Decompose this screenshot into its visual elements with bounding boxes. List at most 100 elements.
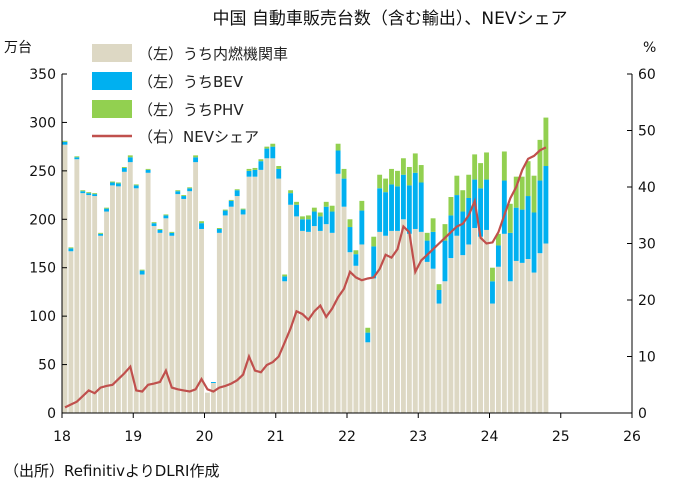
left-tick-label: 50: [38, 358, 56, 374]
bar-phv: [127, 155, 133, 158]
bar-phv: [377, 174, 383, 189]
legend-label-nev: （右）NEVシェア: [138, 128, 259, 146]
bar-ice: [127, 162, 133, 413]
bar-bev: [139, 270, 145, 275]
bar-phv: [222, 209, 228, 211]
legend-swatch-phv: [92, 100, 132, 118]
bar-bev: [258, 161, 264, 170]
bar-bev: [276, 168, 282, 179]
bar-bev: [371, 246, 377, 279]
bar-phv: [466, 174, 472, 198]
bar-bev: [121, 167, 127, 172]
bar-phv: [252, 167, 258, 170]
bar-bev: [412, 172, 418, 229]
left-tick-label: 150: [29, 261, 56, 277]
x-tick-label: 23: [409, 429, 427, 445]
bar-bev: [323, 206, 329, 225]
bar-phv: [442, 224, 448, 241]
bar-bev: [240, 209, 246, 215]
x-tick-label: 22: [338, 429, 356, 445]
bar-ice: [246, 176, 252, 413]
bar-ice: [210, 382, 216, 413]
bar-phv: [300, 216, 305, 220]
bar-phv: [406, 166, 412, 186]
bar-ice: [240, 214, 246, 413]
bar-ice: [115, 186, 121, 413]
bar-ice: [62, 144, 68, 413]
bar-phv: [115, 182, 121, 184]
bar-ice: [98, 235, 104, 413]
bar-phv: [365, 327, 371, 333]
x-tick-label: 24: [481, 429, 499, 445]
bar-phv: [110, 181, 115, 183]
bar-ice: [187, 191, 193, 413]
bar-phv: [157, 228, 163, 230]
bar-phv: [86, 192, 92, 194]
bar-bev: [151, 223, 157, 227]
bar-phv: [460, 190, 466, 212]
bar-bev: [175, 191, 181, 195]
bar-bev: [525, 196, 531, 259]
bar-bev: [353, 254, 359, 266]
bar-phv: [163, 214, 169, 216]
bar-phv: [478, 163, 484, 189]
bar-phv: [454, 175, 460, 196]
bars-group: [62, 117, 549, 413]
right-tick-label: 20: [638, 293, 656, 309]
bar-ice: [74, 159, 80, 413]
bar-phv: [98, 232, 104, 234]
bar-bev: [110, 182, 115, 186]
bar-phv: [270, 143, 276, 147]
bar-bev: [157, 229, 163, 233]
bar-ice: [507, 281, 513, 413]
bar-ice: [252, 176, 258, 413]
bar-bev: [288, 193, 294, 205]
bar-bev: [442, 240, 448, 282]
right-tick-label: 60: [638, 67, 656, 83]
bar-ice: [181, 198, 187, 413]
bar-phv: [240, 208, 246, 210]
bar-ice: [478, 236, 484, 413]
x-tick-label: 19: [124, 429, 142, 445]
bar-ice: [347, 252, 353, 413]
bar-phv: [145, 168, 151, 170]
bar-ice: [371, 278, 377, 413]
bar-ice: [121, 171, 127, 413]
left-tick-label: 0: [47, 406, 56, 422]
bar-bev: [98, 233, 104, 236]
chart-title: 中国 自動車販売台数（含む輸出）、NEVシェア: [213, 9, 568, 29]
bar-bev: [531, 212, 537, 273]
bar-phv: [400, 158, 406, 175]
bar-bev: [270, 146, 276, 159]
bar-ice: [264, 158, 270, 413]
bar-phv: [121, 166, 127, 168]
bar-bev: [519, 209, 525, 263]
left-tick-label: 300: [29, 115, 56, 131]
bar-bev: [74, 157, 80, 160]
bar-phv: [501, 151, 507, 181]
bar-phv: [234, 189, 240, 191]
bar-ice: [495, 266, 501, 413]
bar-bev: [68, 248, 74, 252]
bar-bev: [490, 281, 495, 304]
bar-ice: [163, 218, 169, 413]
bar-bev: [210, 382, 216, 383]
right-tick-label: 50: [638, 124, 656, 140]
source-note: （出所）RefinitivよりDLRI作成: [4, 462, 219, 480]
bar-bev: [62, 141, 68, 145]
bar-phv: [264, 146, 270, 149]
bar-bev: [359, 210, 365, 245]
bar-ice: [317, 230, 323, 413]
bar-bev: [507, 232, 513, 282]
bar-bev: [424, 240, 430, 262]
x-tick-label: 20: [196, 429, 214, 445]
bar-ice: [543, 243, 549, 413]
bar-bev: [365, 332, 371, 343]
bar-bev: [383, 192, 389, 236]
bar-ice: [335, 173, 341, 413]
bar-ice: [389, 230, 394, 413]
bar-bev: [104, 208, 109, 212]
bar-phv: [531, 175, 537, 213]
bar-ice: [329, 232, 335, 413]
